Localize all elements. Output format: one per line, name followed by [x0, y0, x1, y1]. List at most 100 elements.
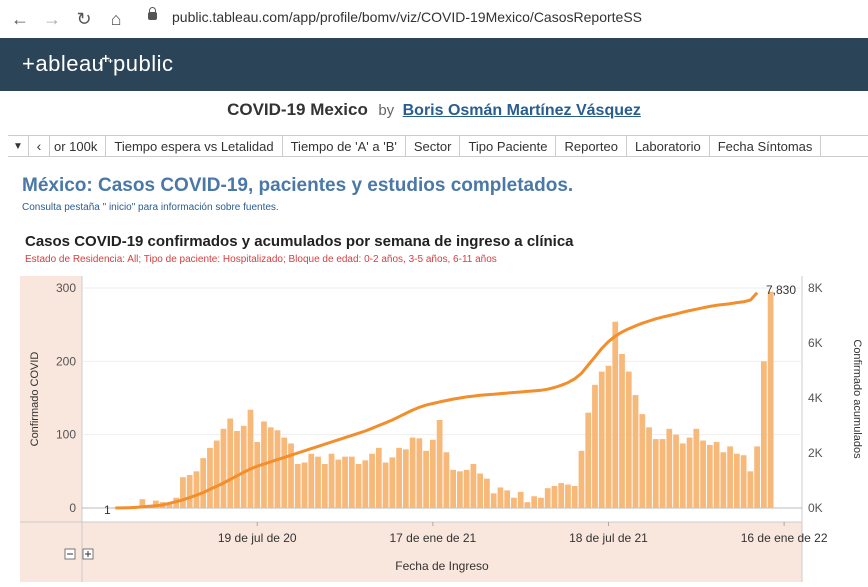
x-tick-label: 16 de ene de 22	[741, 531, 828, 545]
author-link[interactable]: Boris Osmán Martínez Vásquez	[402, 102, 641, 119]
right-axis-panel	[802, 276, 868, 582]
bar	[544, 488, 551, 508]
bar	[605, 365, 612, 508]
bar	[517, 491, 524, 508]
bar	[234, 431, 240, 508]
viz-title-row: COVID-19 Mexico by Boris Osmán Martínez …	[0, 100, 868, 124]
tab-tipo-paciente[interactable]: Tipo Paciente	[460, 136, 557, 156]
tableau-header: +ableau public	[0, 38, 868, 91]
bar	[463, 469, 470, 508]
bar	[760, 361, 767, 508]
bar	[592, 384, 598, 508]
bar	[112, 507, 119, 508]
tab-reporteo[interactable]: Reporteo	[556, 136, 627, 156]
svg-text:+ableau: +ableau	[22, 51, 104, 76]
line-series	[115, 291, 759, 510]
tabs-scroll-left-icon[interactable]: ‹	[29, 136, 50, 156]
expand-icon[interactable]	[82, 548, 94, 560]
forward-arrow-icon[interactable]: →	[43, 8, 61, 29]
bar	[747, 471, 754, 508]
bar	[679, 443, 686, 508]
left-axis-panel	[20, 276, 82, 582]
bar	[720, 452, 727, 508]
url-bar[interactable]: public.tableau.com/app/profile/bomv/viz/…	[172, 9, 642, 25]
y-tick-label: 0	[69, 501, 76, 515]
bar	[639, 414, 646, 508]
bar	[409, 437, 416, 508]
cumulative-line	[115, 291, 759, 510]
browser-toolbar: ← → ↻ ⌂ public.tableau.com/app/profile/b…	[0, 0, 868, 39]
y2-axis-title: Confirmado acumulados	[851, 339, 863, 459]
y2-tick-label: 2K	[808, 446, 823, 460]
y2-tick-label: 6K	[808, 336, 823, 350]
bar	[551, 486, 558, 508]
bar	[673, 434, 679, 508]
bar	[612, 321, 619, 508]
y-axis: 0 100 200 300	[56, 281, 76, 515]
bar	[321, 464, 328, 508]
tab-tiempo-a-b[interactable]: Tiempo de 'A' a 'B'	[283, 136, 406, 156]
bar	[700, 440, 706, 508]
combo-chart[interactable]: 0 100 200 300 0K 2K 4K 6K 8K 19 de jul de 20 17 …	[20, 276, 868, 582]
end-value-label: 7,830	[766, 283, 796, 297]
bar	[497, 487, 504, 508]
tab-sector[interactable]: Sector	[406, 136, 461, 156]
bar	[457, 471, 463, 508]
bar	[288, 443, 294, 508]
tabs-menu-caret-icon[interactable]: ▼	[8, 136, 29, 156]
tab-por-100k[interactable]: or 100k	[50, 136, 107, 156]
home-icon[interactable]: ⌂	[110, 8, 122, 29]
bar-series	[112, 291, 774, 508]
bar	[659, 439, 666, 508]
chart-area[interactable]: 0 100 200 300 0K 2K 4K 6K 8K 19 de jul de 20 17 …	[20, 276, 868, 582]
bar	[477, 473, 484, 508]
bar	[423, 450, 429, 508]
bar	[382, 462, 389, 508]
bar	[538, 497, 544, 508]
tableau-public-logo[interactable]: +ableau public	[22, 49, 182, 85]
y2-axis: 0K 2K 4K 6K 8K	[808, 281, 823, 515]
bar	[531, 496, 538, 508]
tab-laboratorio[interactable]: Laboratorio	[627, 136, 710, 156]
bar	[713, 442, 720, 508]
reload-icon[interactable]: ↻	[76, 8, 92, 29]
bar	[402, 449, 409, 508]
bar	[396, 447, 402, 508]
x-tick-label: 19 de jul de 20	[218, 531, 297, 545]
bar	[524, 502, 531, 508]
bar	[281, 437, 288, 508]
lock-icon	[148, 7, 157, 20]
bar	[429, 439, 436, 508]
x-tick-label: 17 de ene de 21	[389, 531, 476, 545]
bar	[693, 428, 700, 508]
dashboard-subtitle: Consulta pestaña " inicio" para informac…	[22, 202, 279, 213]
bar	[254, 442, 261, 508]
bar	[652, 439, 659, 508]
bar	[389, 457, 396, 508]
tab-fecha-sintomas[interactable]: Fecha Síntomas	[710, 136, 822, 156]
bar	[213, 440, 220, 508]
bar	[416, 438, 423, 508]
bar	[308, 453, 315, 508]
sheet-tabs: ▼ ‹ or 100k Tiempo espera vs Letalidad T…	[8, 135, 868, 157]
bar	[767, 291, 774, 508]
collapse-icon[interactable]	[64, 548, 76, 560]
bar	[180, 477, 186, 508]
bar	[247, 409, 254, 508]
y-tick-label: 300	[56, 281, 76, 295]
bar	[193, 471, 200, 508]
back-arrow-icon[interactable]: ←	[11, 8, 29, 29]
bar	[328, 453, 335, 508]
y2-tick-label: 0K	[808, 501, 823, 515]
bar	[267, 427, 274, 508]
start-value-label: 1	[104, 503, 111, 517]
bar	[335, 459, 342, 508]
bottom-axis-panel	[82, 522, 802, 582]
y2-tick-label: 4K	[808, 391, 823, 405]
bar	[294, 464, 301, 508]
bar	[632, 395, 639, 508]
y2-tick-label: 8K	[808, 281, 823, 295]
bar	[436, 420, 443, 508]
bar	[301, 462, 308, 508]
tab-tiempo-espera[interactable]: Tiempo espera vs Letalidad	[106, 136, 283, 156]
